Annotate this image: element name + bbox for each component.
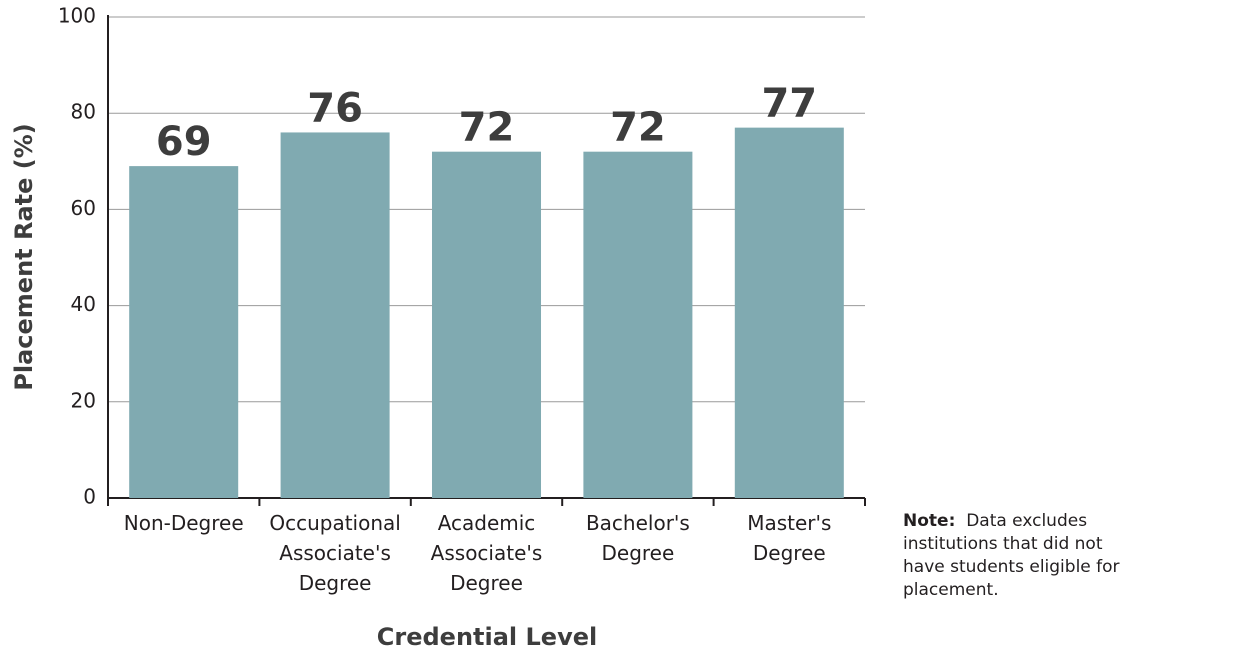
y-axis-label: Placement Rate (%) — [10, 123, 38, 390]
y-tick-label: 0 — [83, 485, 96, 509]
bar — [280, 132, 390, 498]
note-label: Note: — [903, 511, 956, 531]
note: Note: Data excludes institutions that di… — [903, 510, 1143, 602]
y-tick-label: 60 — [71, 196, 96, 220]
value-label: 72 — [610, 105, 666, 151]
x-tick-label: Bachelor's Degree — [586, 511, 690, 565]
bar — [129, 166, 239, 499]
y-tick-label: 20 — [71, 388, 96, 412]
x-tick-label: Non-Degree — [124, 511, 244, 535]
value-label: 77 — [761, 81, 817, 127]
x-tick-label: Master's Degree — [747, 511, 831, 565]
y-tick-label: 80 — [71, 100, 96, 124]
bar — [734, 127, 844, 498]
bar — [431, 151, 542, 498]
y-tick-label: 100 — [58, 4, 96, 28]
value-label: 76 — [307, 85, 363, 131]
x-tick-label: Occupational Associate's Degree — [269, 511, 400, 595]
value-label: 72 — [459, 105, 515, 151]
x-tick-label: Academic Associate's Degree — [431, 511, 543, 595]
note-text: Data excludes institutions that did not … — [903, 511, 1120, 600]
value-label: 69 — [156, 119, 212, 165]
y-tick-label: 40 — [71, 292, 96, 316]
x-axis-label: Credential Level — [377, 623, 597, 651]
bar — [583, 151, 693, 498]
